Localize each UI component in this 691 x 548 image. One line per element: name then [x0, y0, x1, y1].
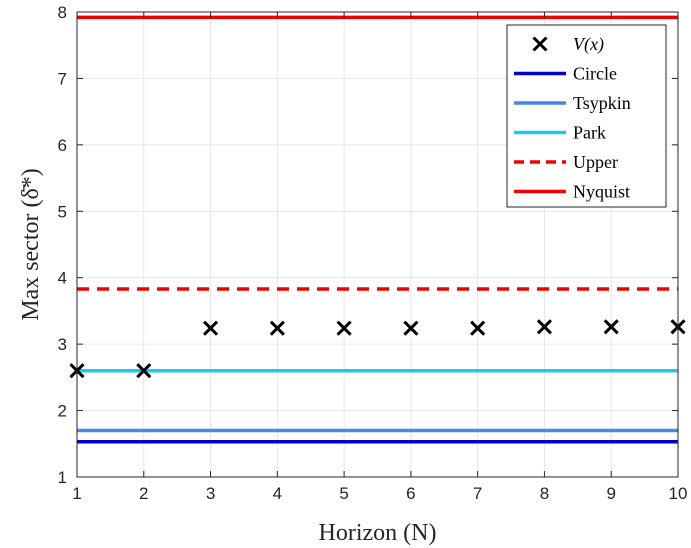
ticks: 1 2 3 4 5 6 7 8 9 10 1 2 3 4 5 6 7 8: [58, 3, 688, 503]
y-tick-label: 4: [58, 269, 67, 288]
y-tick-label: 1: [58, 468, 67, 487]
x-tick-label: 6: [406, 484, 415, 503]
y-tick-label: 5: [58, 202, 67, 221]
x-tick-label: 2: [139, 484, 148, 503]
data-point-marker: [269, 320, 285, 336]
legend-label: Park: [573, 123, 606, 143]
data-point-marker: [470, 320, 486, 336]
data-point-marker: [136, 363, 152, 379]
data-point-marker: [336, 320, 352, 336]
x-tick-label: 9: [606, 484, 615, 503]
legend-box: [506, 24, 667, 208]
series-group: [69, 15, 686, 444]
data-point-marker: [603, 319, 619, 335]
y-tick-label: 3: [58, 335, 67, 354]
x-tick-label: 4: [273, 484, 282, 503]
legend-marker: [532, 36, 548, 52]
x-tick-label: 3: [206, 484, 215, 503]
x-tick-label: 7: [473, 484, 482, 503]
axes-box: [76, 11, 679, 478]
data-point-marker: [202, 320, 219, 336]
x-tick-label: 10: [669, 484, 688, 503]
data-point-marker: [403, 320, 419, 336]
y-tick-label: 7: [58, 69, 67, 88]
x-axis-label: Horizon (N): [319, 520, 437, 546]
x-tick-label: 1: [72, 484, 81, 503]
x-tick-label: 8: [540, 484, 549, 503]
legend-label: Nyquist: [573, 182, 630, 202]
y-tick-label: 6: [58, 136, 67, 155]
y-axis-label: Max sector (δ̄*): [18, 168, 44, 321]
legend-label: V(x): [573, 34, 604, 55]
legend-label: Circle: [573, 64, 617, 84]
y-tick-label: 8: [58, 3, 67, 22]
legend-label: Upper: [573, 152, 618, 172]
x-tick-label: 5: [339, 484, 348, 503]
legend: V(x) Circle Tsypkin Park Upper Nyquist: [506, 24, 667, 208]
data-point-marker: [536, 319, 553, 335]
legend-label: Tsypkin: [573, 93, 631, 113]
y-tick-label: 2: [58, 402, 67, 421]
